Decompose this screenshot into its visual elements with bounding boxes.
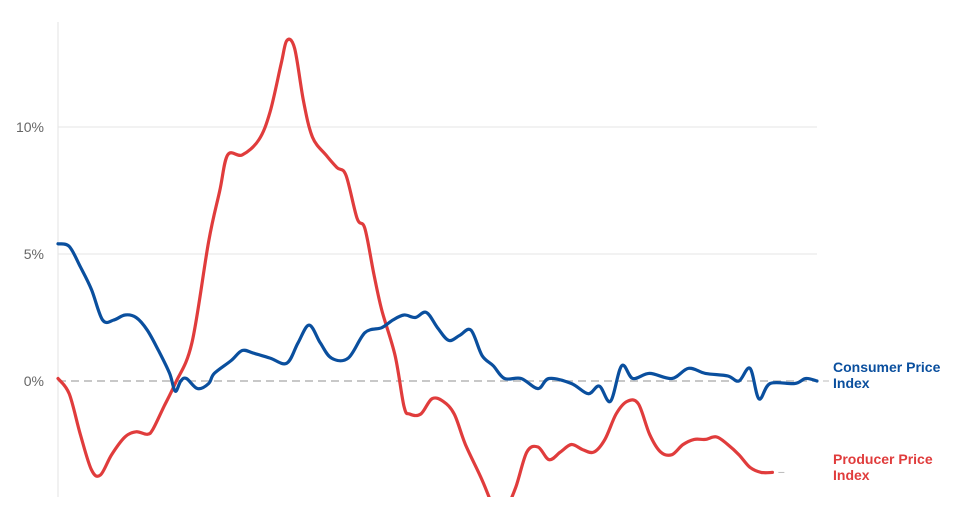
consumer-price-index-line <box>56 242 819 404</box>
y-tick-label-10: 10% <box>16 119 44 135</box>
series-lines <box>56 37 819 497</box>
y-tick-label-5: 5% <box>24 246 44 262</box>
consumer-price-index-label: Consumer Price Index <box>833 359 941 391</box>
producer-price-index-label: Producer Price Index <box>833 451 933 483</box>
gridlines <box>58 126 817 382</box>
series-labels: Consumer Price Index Producer Price Index <box>778 359 941 483</box>
y-tick-label-0: 0% <box>24 373 44 389</box>
producer-price-index-line <box>56 37 774 497</box>
y-axis: 0% 5% 10% <box>16 22 59 497</box>
